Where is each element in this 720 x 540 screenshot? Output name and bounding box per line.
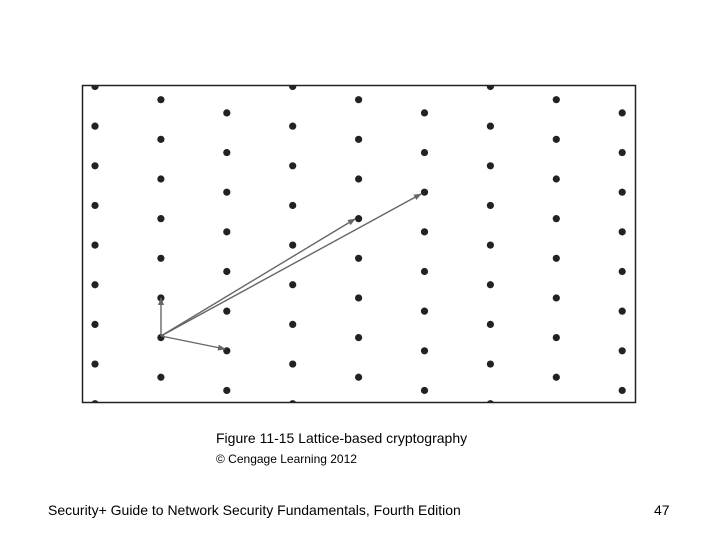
lattice-point [91,400,99,402]
lattice-point [552,96,560,104]
lattice-point [289,122,297,130]
lattice-point [618,386,626,395]
lattice-point [552,254,560,262]
lattice-point [420,109,429,117]
lattice-point [618,347,626,355]
lattice-point [552,294,560,302]
lattice-point [91,122,99,130]
lattice-point [486,320,494,328]
lattice-point [91,86,99,91]
lattice-point [289,201,297,210]
lattice-point [91,241,99,249]
lattice-point [486,162,494,170]
lattice-point [420,347,429,355]
lattice-point [223,228,231,236]
lattice-point [486,241,494,249]
lattice-point [355,373,363,381]
lattice-point [289,241,297,249]
lattice-point [223,188,231,196]
lattice-point [223,148,231,157]
lattice-point [289,360,297,368]
lattice-point [420,188,429,196]
page-number: 47 [654,502,670,518]
lattice-point [91,320,99,328]
lattice-point [223,386,231,395]
lattice-point [486,281,494,289]
lattice-point [157,373,165,381]
lattice-point [486,360,494,368]
vector [160,335,226,351]
lattice-point [157,135,165,143]
figure-credit: © Cengage Learning 2012 [216,452,357,466]
lattice-point [289,400,296,402]
lattice-point [552,215,560,223]
lattice-point [487,400,494,402]
lattice-point [486,201,494,210]
lattice-point [618,307,626,315]
lattice-point [91,201,99,210]
lattice-point [552,334,560,342]
lattice-point [157,96,165,104]
lattice-point [355,96,363,104]
figure-frame [81,84,637,404]
footer-title: Security+ Guide to Network Security Fund… [48,502,461,518]
lattice-point [486,122,494,130]
lattice-point [157,215,165,223]
lattice-point [355,215,363,223]
lattice-point [420,386,429,395]
lattice-point [223,109,231,117]
lattice-point [618,267,626,276]
lattice-point [420,307,429,315]
lattice-point [618,188,626,196]
lattice-point [355,294,363,302]
lattice-point [420,267,429,276]
lattice-point [289,320,297,328]
lattice-point [552,175,560,183]
vector [160,193,422,337]
lattice-point [355,334,363,342]
lattice-point [618,148,626,157]
lattice-point [618,228,626,236]
lattice-point [91,281,99,289]
lattice-point [618,109,626,117]
lattice-point [157,254,165,262]
lattice-point [157,175,165,183]
figure-caption: Figure 11-15 Lattice-based cryptography [216,430,468,446]
lattice-point [552,135,560,143]
lattice-point [420,148,429,157]
lattice-point [289,162,297,170]
vector [160,218,356,337]
lattice-point [289,86,297,91]
lattice-point [420,228,429,236]
lattice-point [223,307,231,315]
basis-vectors [158,193,422,351]
lattice-point [355,135,363,143]
lattice-point [91,360,99,368]
lattice-point [552,373,560,381]
lattice-point [223,267,231,276]
lattice-point [355,175,363,183]
lattice-point [355,254,363,262]
lattice-point [486,86,494,91]
lattice-point [289,281,297,289]
lattice-point [91,162,99,170]
